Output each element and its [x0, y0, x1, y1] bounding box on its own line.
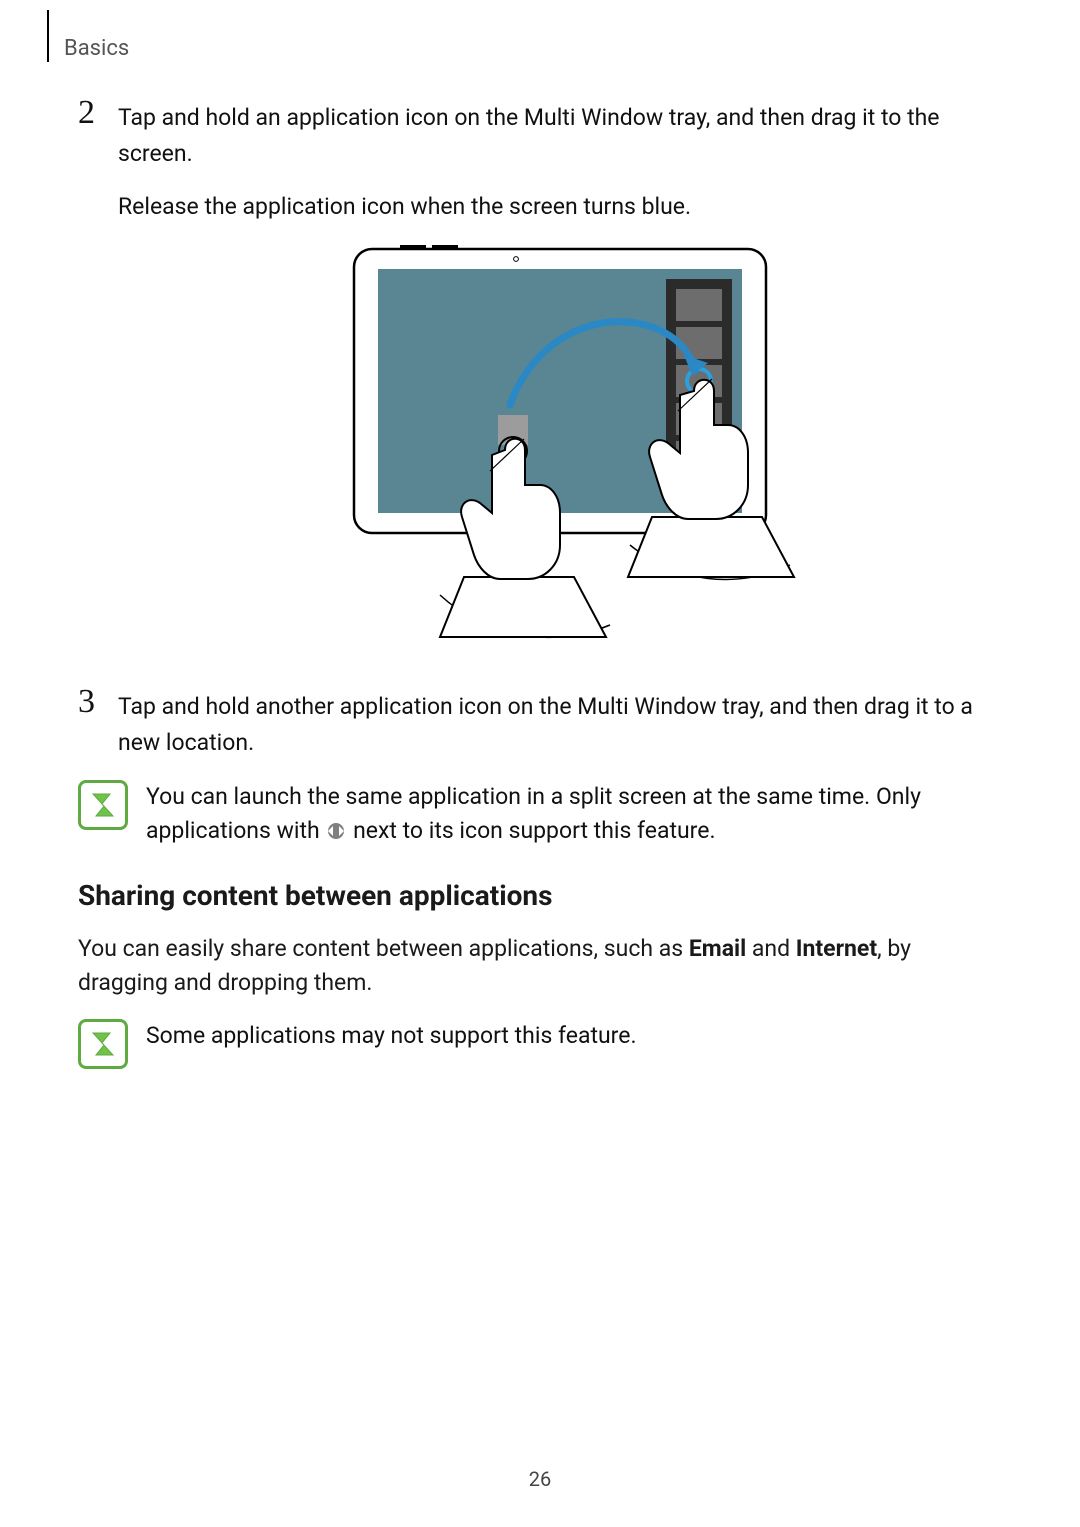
- note-icon: [78, 1019, 128, 1069]
- page-number: 26: [0, 1467, 1080, 1491]
- step-2: 2 Tap and hold an application icon on th…: [78, 100, 1002, 225]
- split-mode-icon: [327, 816, 345, 849]
- note2-text: Some applications may not support this f…: [146, 1019, 637, 1052]
- step-3: 3 Tap and hold another application icon …: [78, 689, 1002, 760]
- step-2-sub: Release the application icon when the sc…: [118, 189, 1002, 225]
- note-unsupported: Some applications may not support this f…: [78, 1019, 1002, 1069]
- step-number-2: 2: [78, 96, 118, 130]
- sharing-paragraph: You can easily share content between app…: [78, 932, 1002, 1001]
- step-number-3: 3: [78, 685, 118, 719]
- note-icon: [78, 780, 128, 830]
- note1-post: next to its icon support this feature.: [347, 817, 715, 844]
- sharing-heading: Sharing content between applications: [78, 879, 1002, 912]
- section-header: Basics: [64, 36, 129, 61]
- step-3-text: Tap and hold another application icon on…: [118, 689, 1002, 760]
- note-splitscreen: You can launch the same application in a…: [78, 780, 1002, 849]
- step-2-text: Tap and hold an application icon on the …: [118, 100, 1002, 171]
- multiwindow-drag-figure: [290, 245, 830, 645]
